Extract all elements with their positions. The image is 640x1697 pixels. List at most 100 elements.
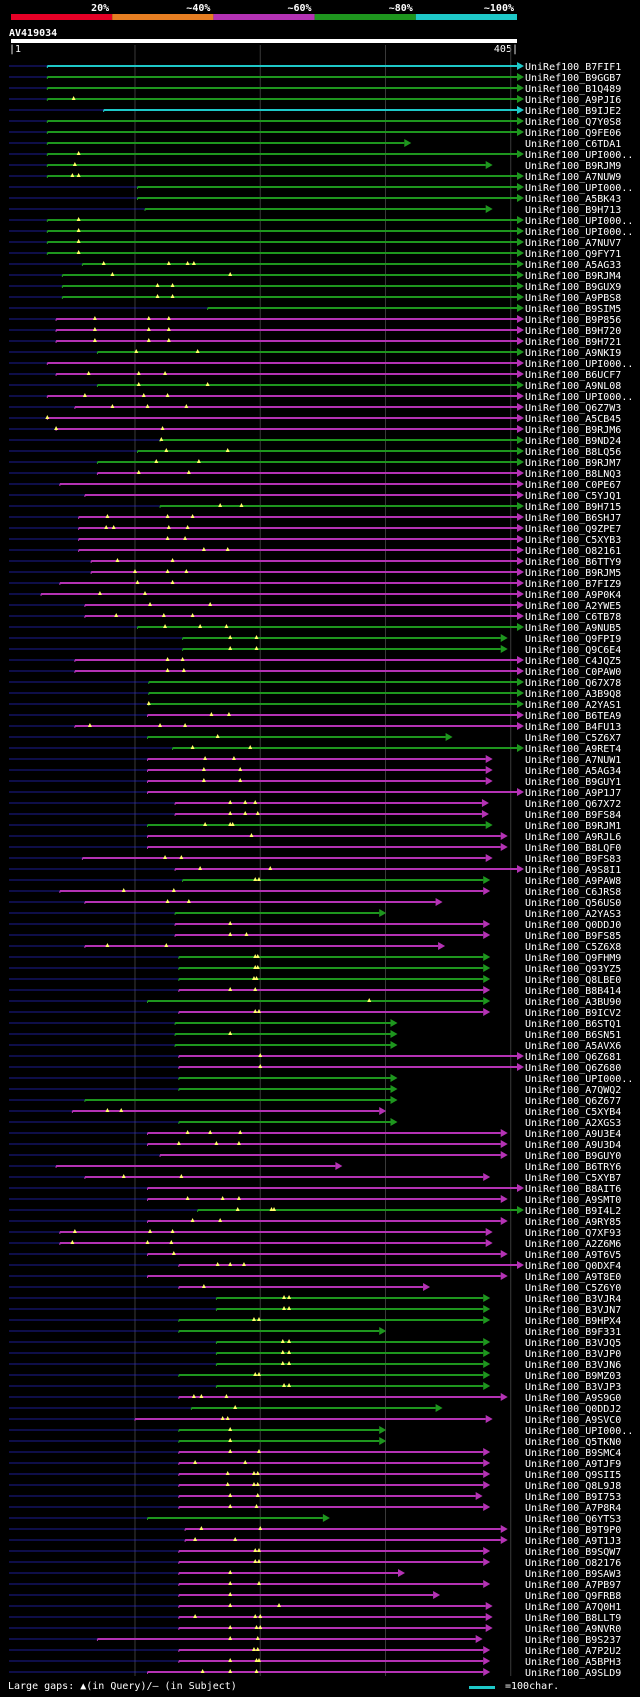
gap-marker (255, 954, 260, 958)
hit-label: UniRef100_B9I753 (525, 1492, 621, 1503)
hit-label: UniRef100_B7FIF1 (525, 62, 621, 73)
hit-label: UniRef100_A5BPH3 (525, 1657, 621, 1668)
gap-marker (76, 239, 81, 243)
hit-label: UniRef100_A2YWE5 (525, 601, 621, 612)
hit-arrowhead (483, 1580, 491, 1588)
gap-marker (164, 448, 169, 452)
gap-marker (231, 756, 236, 760)
hit-arrowhead (483, 876, 491, 884)
gap-marker (253, 954, 258, 958)
gap-marker (97, 591, 102, 595)
hit-arrowhead (485, 755, 493, 763)
gap-marker (233, 1537, 238, 1541)
hit-label: UniRef100_B8AIT6 (525, 1184, 621, 1195)
gap-marker (228, 822, 233, 826)
hit-arrowhead (475, 1492, 483, 1500)
hit-label: UniRef100_A7Q0H1 (525, 1602, 621, 1613)
gap-marker (86, 371, 91, 375)
gap-marker (145, 1240, 150, 1244)
gap-marker (183, 536, 188, 540)
gap-marker (254, 1669, 259, 1673)
hit-label: UniRef100_Q9FRB8 (525, 1591, 621, 1602)
hit-arrowhead (483, 986, 491, 994)
gap-marker (238, 767, 243, 771)
hit-label: UniRef100_B6TTY9 (525, 557, 621, 568)
gap-marker (163, 855, 168, 859)
hit-arrowhead (483, 1547, 491, 1555)
hit-label: UniRef100_B6TEA9 (525, 711, 621, 722)
hit-label: UniRef100_Q9FHM9 (525, 953, 621, 964)
gap-marker (258, 1053, 263, 1057)
hit-arrowhead (517, 502, 524, 510)
gap-marker (193, 1537, 198, 1541)
gap-marker (282, 1306, 287, 1310)
hit-arrowhead (517, 480, 524, 488)
hit-arrowhead (500, 1129, 508, 1137)
gap-marker (71, 96, 76, 100)
hit-arrowhead (485, 821, 493, 829)
gap-marker (155, 283, 160, 287)
hit-label: UniRef100_A7PB97 (525, 1580, 621, 1591)
hit-arrowhead (500, 832, 508, 840)
gap-marker (238, 1130, 243, 1134)
hit-arrowhead (517, 1184, 524, 1192)
gap-marker (228, 1449, 233, 1453)
hit-label: UniRef100_A9SVC0 (525, 1415, 621, 1426)
hit-arrowhead (517, 95, 524, 103)
hit-label: UniRef100_Q9FPI9 (525, 634, 621, 645)
hit-arrowhead (485, 161, 493, 169)
hit-label: UniRef100_A5AG33 (525, 260, 621, 271)
gap-marker (228, 1031, 233, 1035)
hit-arrowhead (517, 315, 524, 323)
hit-arrowhead (483, 1294, 491, 1302)
hit-label: UniRef100_B3VJQ5 (525, 1338, 621, 1349)
gap-marker (203, 756, 208, 760)
gap-marker (132, 569, 137, 573)
hit-arrowhead (517, 700, 524, 708)
gap-marker (146, 316, 151, 320)
gap-marker (256, 1372, 261, 1376)
gap-marker (287, 1383, 292, 1387)
hit-arrowhead (483, 1448, 491, 1456)
gap-marker (143, 591, 148, 595)
gap-marker (236, 1196, 241, 1200)
hit-arrowhead (517, 1261, 524, 1269)
hit-label: UniRef100_B3VJN6 (525, 1360, 621, 1371)
hit-arrowhead (517, 491, 524, 499)
gap-marker (165, 657, 170, 661)
hit-arrowhead (483, 1481, 491, 1489)
hit-label: UniRef100_B3VJN7 (525, 1305, 621, 1316)
gap-marker (218, 503, 223, 507)
gap-marker (170, 558, 175, 562)
hit-arrowhead (517, 788, 524, 796)
gap-marker (169, 1240, 174, 1244)
identity-band-1 (11, 14, 113, 20)
hit-arrowhead (483, 1668, 491, 1676)
hit-arrowhead (500, 1250, 508, 1258)
gap-marker (254, 1504, 259, 1508)
hit-label: UniRef100_C0PAW0 (525, 667, 621, 678)
hit-label: UniRef100_A2XGS3 (525, 1118, 621, 1129)
hit-label: UniRef100_Q9ZPE7 (525, 524, 621, 535)
query-start-label: |1 (9, 44, 21, 55)
gap-marker (101, 261, 106, 265)
hit-arrowhead (481, 799, 489, 807)
hit-arrowhead (517, 513, 524, 521)
hit-arrowhead (335, 1162, 343, 1170)
query-bar (11, 39, 517, 43)
gap-marker (195, 349, 200, 353)
gap-marker (282, 1383, 287, 1387)
hit-label: UniRef100_B8LQ56 (525, 447, 621, 458)
hit-arrowhead (485, 1239, 493, 1247)
hit-arrowhead (483, 1558, 491, 1566)
gap-marker (105, 943, 110, 947)
hit-arrowhead (517, 678, 524, 686)
gap-marker (256, 1449, 261, 1453)
hit-label: UniRef100_A9SMT0 (525, 1195, 621, 1206)
hit-arrowhead (517, 117, 524, 125)
hit-label: UniRef100_O82176 (525, 1558, 621, 1569)
gap-marker (171, 888, 176, 892)
hit-arrowhead (485, 1613, 493, 1621)
gap-marker (191, 261, 196, 265)
hit-label: UniRef100_B3VJR4 (525, 1294, 621, 1305)
